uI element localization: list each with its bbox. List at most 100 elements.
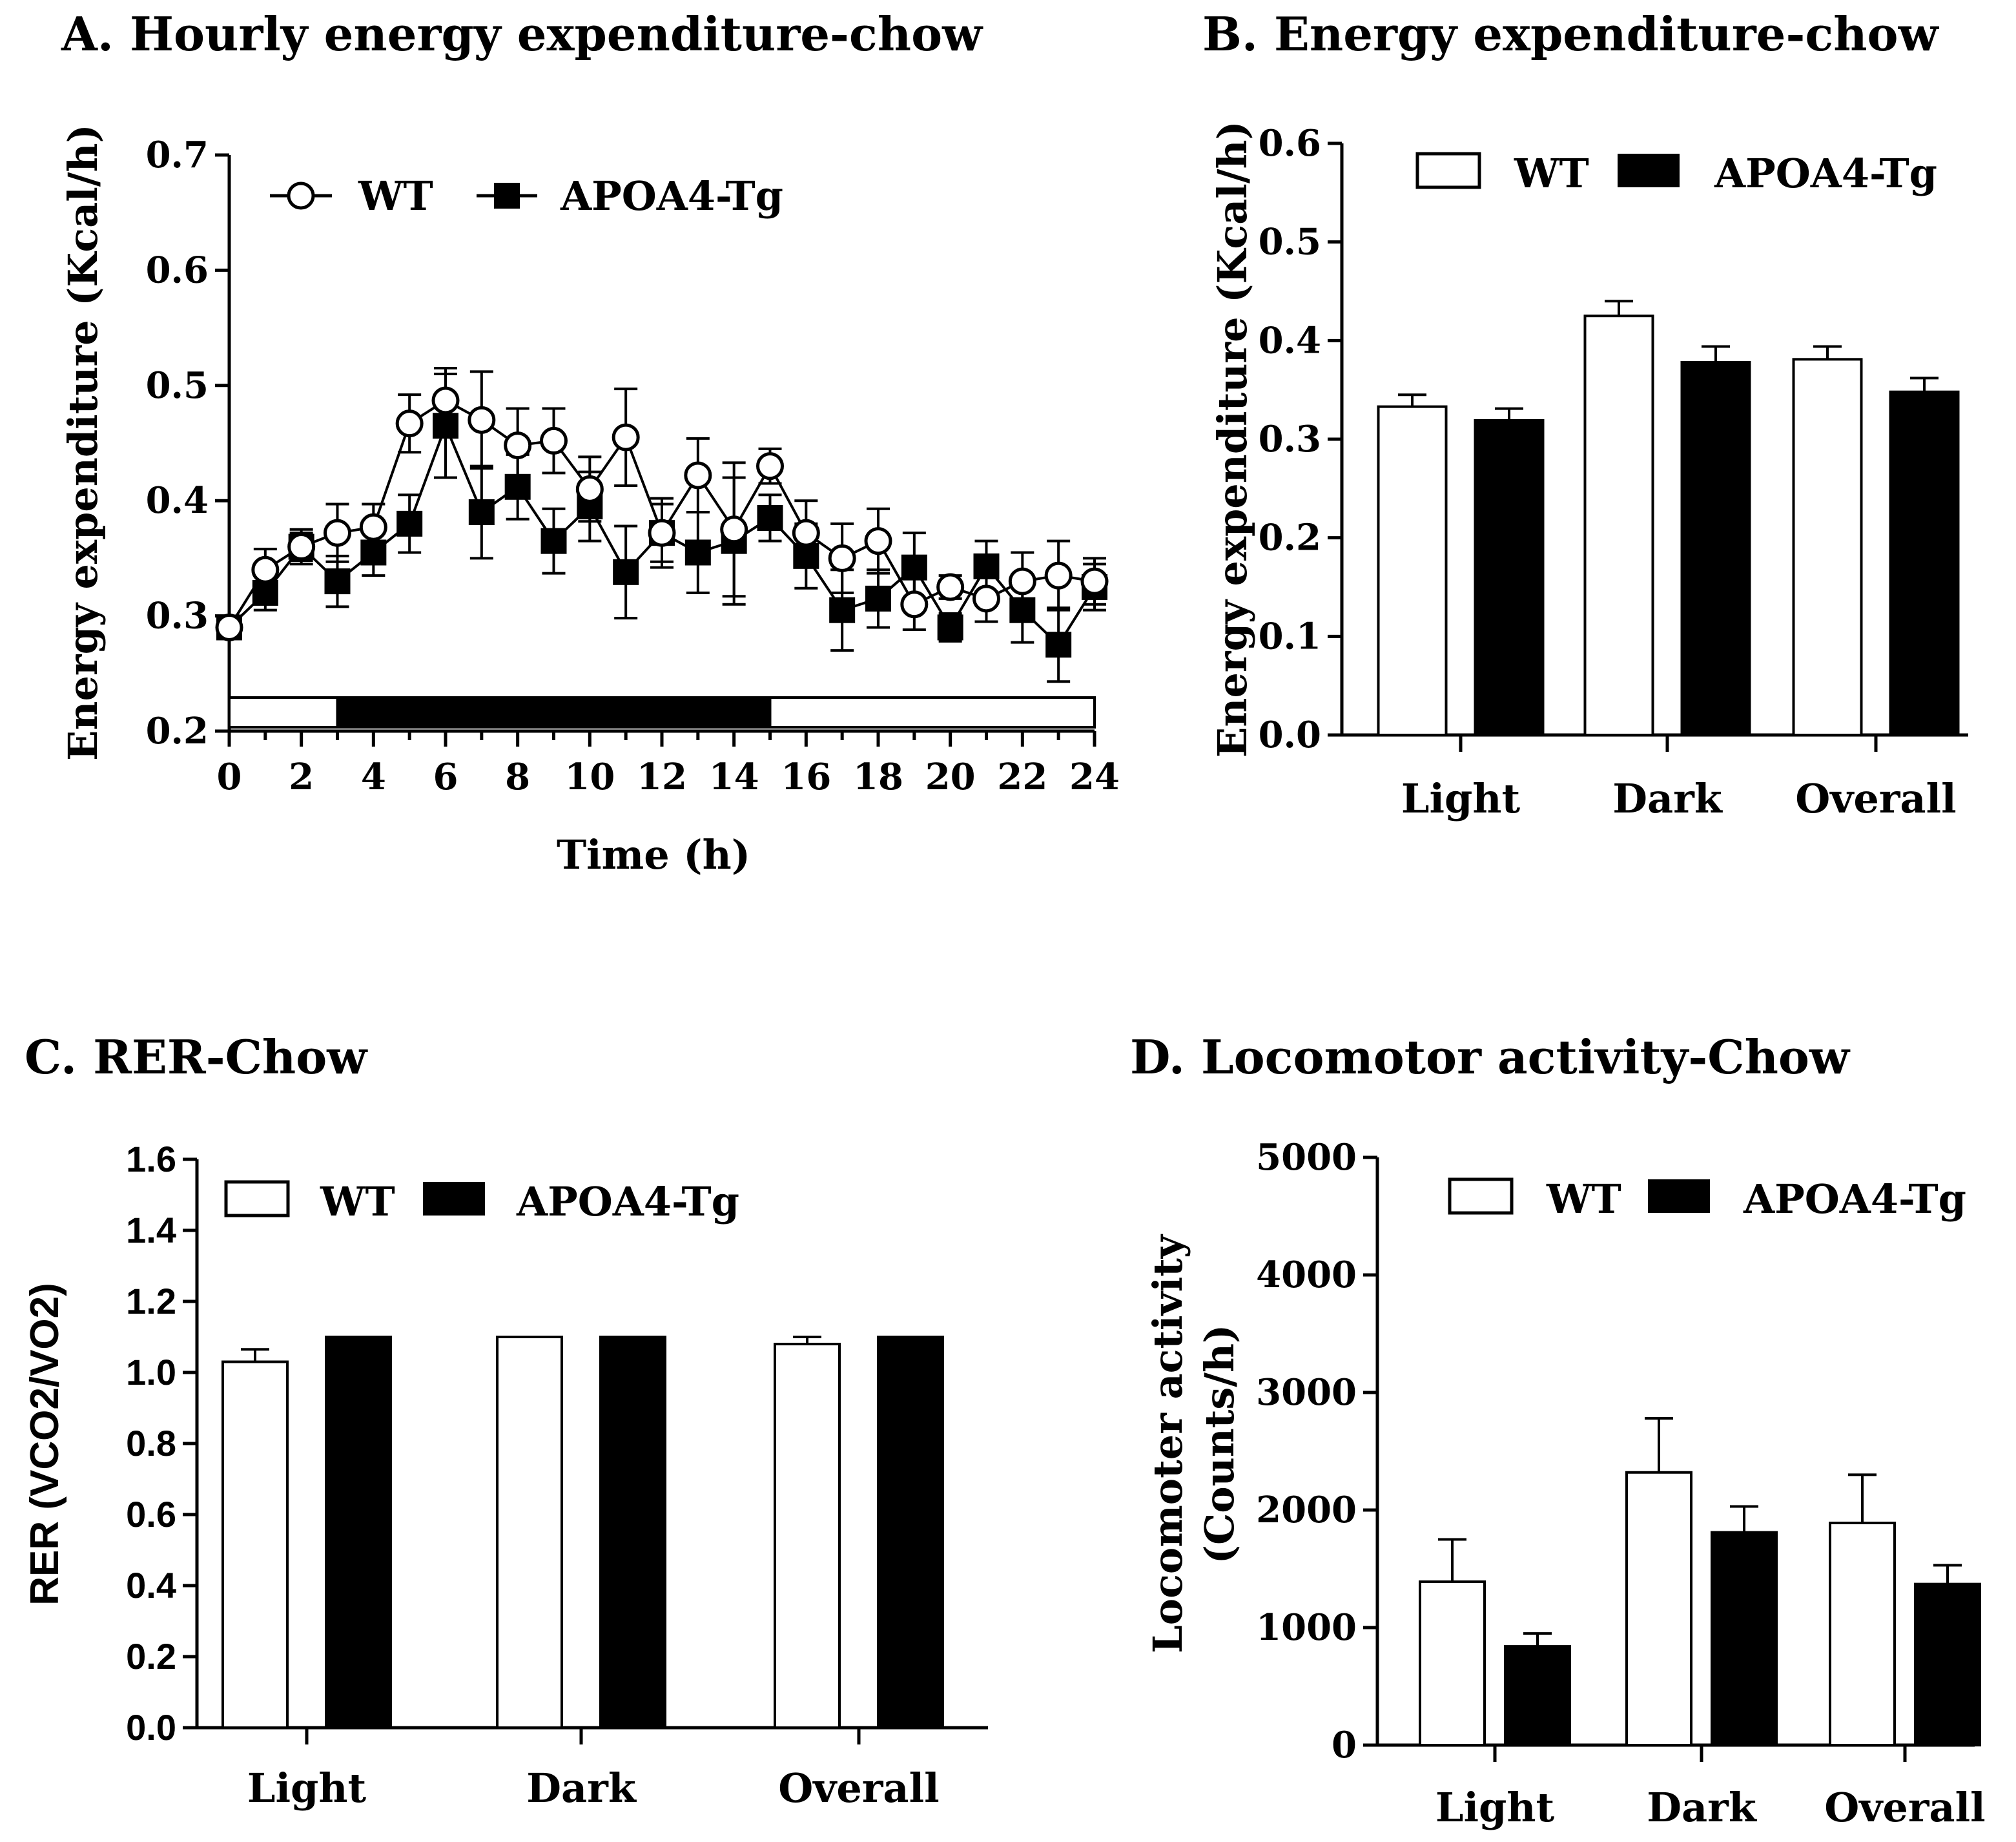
y-tick-label: 1.2 [126, 1281, 176, 1321]
y-tick-label: 0.3 [1259, 418, 1321, 460]
panel-c-title: C. RER-Chow [25, 1030, 368, 1084]
y-tick-label: 0.0 [1259, 714, 1321, 756]
legend-tg-swatch [1648, 1179, 1710, 1213]
panel-a-legend-wt: WT [358, 172, 433, 220]
data-point-wt [287, 533, 316, 561]
x-tick-label: 16 [781, 756, 831, 798]
data-point-wt [684, 461, 712, 490]
y-tick-label: 0.6 [1259, 122, 1321, 165]
data-point-wt [540, 426, 568, 455]
y-tick-label: 0.4 [146, 479, 209, 522]
y-tick-label: 4000 [1256, 1254, 1357, 1296]
data-point-apoa4-tg [757, 504, 783, 531]
panel-b-axes: 0.0 0.1 0.2 0.3 0.4 0.5 0.6 Light Dark Overall [1259, 122, 1968, 822]
panel-a-plot [215, 367, 1109, 683]
data-point-apoa4-tg [865, 585, 891, 612]
x-tick-label: 12 [637, 756, 687, 798]
x-tick-label: 10 [564, 756, 615, 798]
panel-c-legend: WT APOA4-Tg [224, 1178, 739, 1225]
bar-wt [1583, 315, 1654, 736]
x-tick-label: 20 [925, 756, 976, 798]
data-point-apoa4-tg [540, 528, 567, 554]
x-tick-label: 0 [217, 756, 242, 798]
data-point-wt [504, 431, 532, 460]
x-category-label: Overall [778, 1764, 939, 1812]
legend-wt-swatch [224, 1180, 290, 1217]
x-tick-label: 6 [433, 756, 458, 798]
panel-a-axes: 0.20.30.40.50.60.70 2 4 6 8 10 12 14 16 18 20 22 24 [146, 134, 1120, 798]
y-tick-label: 0.2 [146, 710, 209, 752]
data-point-wt [359, 513, 387, 541]
y-tick-label: 1000 [1256, 1606, 1357, 1649]
data-point-wt [575, 475, 604, 503]
x-category-label: Overall [1824, 1784, 1985, 1831]
data-point-apoa4-tg [684, 539, 711, 566]
x-tick-label: 18 [853, 756, 903, 798]
panel-b-legend-wt: WT [1514, 150, 1589, 197]
y-tick-label: 3000 [1256, 1371, 1357, 1414]
y-tick-label: 0 [1332, 1724, 1357, 1766]
panel-c-legend-tg: APOA4-Tg [516, 1178, 739, 1225]
bar-apoa4-tg [877, 1336, 944, 1729]
y-tick-label: 2000 [1256, 1489, 1357, 1531]
data-point-wt [936, 573, 965, 601]
x-category-label: Light [247, 1764, 367, 1812]
data-point-wt [251, 555, 280, 584]
bar-apoa4-tg [1474, 419, 1545, 736]
y-tick-label: 1.4 [126, 1210, 176, 1250]
bar-apoa4-tg [325, 1336, 392, 1729]
data-point-wt [828, 544, 856, 572]
data-point-apoa4-tg [324, 568, 351, 595]
bar-apoa4-tg [1680, 360, 1751, 736]
panel-c-bars [221, 1336, 944, 1729]
panel-d-legend: WT APOA4-Tg [1448, 1175, 1966, 1223]
x-category-label: Dark [1647, 1784, 1758, 1831]
x-tick-label: 2 [289, 756, 314, 798]
legend-wt-swatch [1415, 152, 1481, 189]
panel-c: C. RER-Chow RER (VCO2/VO2) 0.00.20.40.60… [23, 1030, 988, 1812]
data-point-apoa4-tg [901, 554, 927, 581]
y-tick-label: 0.3 [146, 595, 209, 637]
panel-d-axes: 0 1000 2000 3000 4000 5000 Light Dark Overall [1256, 1136, 1986, 1831]
x-tick-label: 8 [505, 756, 530, 798]
light-phase-segment [228, 696, 339, 729]
panel-b-ylabel: Energy expenditure (Kcal/h) [1209, 121, 1256, 758]
legend-tg-square-icon [494, 183, 520, 209]
y-tick-label: 0.8 [126, 1423, 176, 1464]
legend-tg-swatch [423, 1182, 485, 1216]
bar-wt [1377, 405, 1448, 736]
data-point-wt [324, 519, 351, 547]
data-point-wt [756, 452, 784, 481]
x-category-label: Overall [1795, 775, 1956, 822]
panel-c-legend-wt: WT [320, 1178, 395, 1225]
bar-wt [496, 1336, 563, 1729]
x-category-label: Dark [526, 1764, 637, 1812]
bar-wt [1419, 1580, 1486, 1747]
panel-a-light-dark-bar [228, 696, 1096, 729]
bar-apoa4-tg [1504, 1645, 1571, 1747]
bar-wt [774, 1343, 841, 1729]
panel-c-axes: 0.0 0.2 0.4 0.6 0.8 1.0 1.2 1.4 1.6 Light Dark Over… [126, 1139, 988, 1812]
data-point-wt [900, 590, 929, 619]
panel-b-legend-tg: APOA4-Tg [1714, 150, 1937, 197]
data-point-wt [1044, 561, 1073, 590]
data-point-wt [972, 585, 1000, 613]
legend-tg-swatch [1618, 154, 1680, 187]
data-point-apoa4-tg [468, 499, 495, 526]
panel-b-title: B. Energy expenditure-chow [1202, 6, 1940, 61]
x-tick-label: 22 [997, 756, 1047, 798]
panel-d-legend-wt: WT [1546, 1175, 1621, 1223]
dark-phase-segment [336, 696, 772, 729]
y-tick-label: 0.5 [1259, 221, 1321, 264]
data-point-wt [1080, 567, 1109, 595]
bar-wt [1829, 1522, 1896, 1747]
y-tick-label: 0.6 [146, 249, 209, 291]
y-tick-label: 0.4 [126, 1565, 176, 1606]
data-point-apoa4-tg [396, 510, 423, 537]
y-tick-label: 0.1 [1259, 615, 1321, 657]
y-tick-label: 0.0 [126, 1707, 176, 1748]
y-tick-label: 0.2 [1259, 517, 1321, 559]
bar-apoa4-tg [599, 1336, 666, 1729]
y-tick-label: 5000 [1256, 1136, 1357, 1179]
x-tick-label: 24 [1069, 756, 1120, 798]
